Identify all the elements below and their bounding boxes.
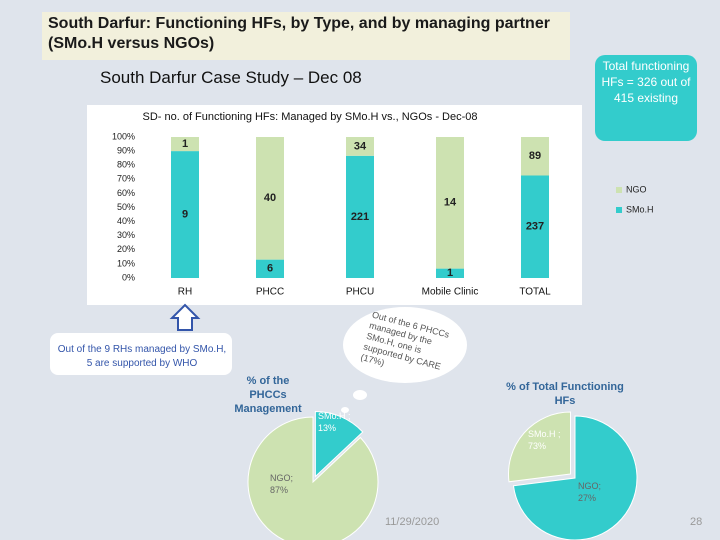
y-tick-label: 90% xyxy=(117,145,135,155)
callout-box xyxy=(595,55,697,141)
date: 11/29/2020 xyxy=(385,516,440,528)
legend-swatch xyxy=(616,187,622,193)
data-label: 40 xyxy=(264,192,276,204)
bar-segment xyxy=(521,175,549,278)
data-label: 9 xyxy=(182,208,188,220)
cloud xyxy=(343,307,467,383)
x-tick-label: RH xyxy=(178,287,192,298)
bar-segment xyxy=(436,137,464,269)
y-tick-label: 0% xyxy=(122,272,135,282)
title-box xyxy=(42,12,570,60)
y-tick-label: 60% xyxy=(117,188,135,198)
chart-area xyxy=(87,105,582,305)
legend-label: NGO xyxy=(626,184,647,194)
data-label: 221 xyxy=(351,211,369,223)
y-tick-label: 70% xyxy=(117,174,135,184)
pie-label: NGO; 27% xyxy=(578,481,602,503)
bar-segment xyxy=(346,137,374,156)
note-box xyxy=(50,333,232,375)
data-label: 237 xyxy=(526,221,544,233)
data-label: 89 xyxy=(529,150,541,162)
bar-segment xyxy=(346,155,374,278)
y-tick-label: 30% xyxy=(117,230,135,240)
x-tick-label: PHCU xyxy=(346,287,374,298)
bar-segment xyxy=(256,137,284,260)
bar-segment xyxy=(256,259,284,278)
data-label: 1 xyxy=(447,267,453,279)
pie-slice xyxy=(512,415,638,540)
cloud-dot xyxy=(341,407,349,413)
page-number: 28 xyxy=(690,516,703,528)
y-tick-label: 80% xyxy=(117,160,135,170)
y-tick-label: 20% xyxy=(117,244,135,254)
pie-label: SMo.H ; 73% xyxy=(528,429,561,451)
rh-note: Out of the 9 RHs managed by SMo.H, 5 are… xyxy=(57,344,227,369)
x-tick-label: PHCC xyxy=(256,287,284,298)
legend-label: SMo.H xyxy=(626,204,654,214)
slide-subtitle: South Darfur Case Study – Dec 08 xyxy=(100,68,362,87)
bar-segment xyxy=(436,268,464,278)
arrow xyxy=(169,303,201,331)
callout: Total functioning HFs = 326 out of 415 e… xyxy=(601,59,691,105)
bar-segment xyxy=(521,137,549,176)
data-label: 14 xyxy=(444,197,457,209)
slide-title: South Darfur: Functioning HFs, by Type, … xyxy=(48,15,550,52)
y-tick-label: 40% xyxy=(117,216,135,226)
pie-label: NGO; 87% xyxy=(270,473,294,495)
y-tick-label: 50% xyxy=(117,202,135,212)
pie-title: % of Total Functioning HFs xyxy=(506,381,624,407)
pie-slice xyxy=(314,410,364,478)
y-tick-label: 100% xyxy=(112,131,135,141)
x-tick-label: Mobile Clinic xyxy=(422,287,479,298)
pie-label: SMo.H ; 13% xyxy=(318,411,351,433)
pie-slice xyxy=(508,411,571,483)
data-label: 1 xyxy=(182,138,188,150)
cloud-dot xyxy=(353,390,367,400)
pie-slice xyxy=(247,416,379,540)
bar-segment xyxy=(171,137,199,152)
bar-segment xyxy=(171,151,199,278)
chart-title: SD- no. of Functioning HFs: Managed by S… xyxy=(142,111,477,123)
y-tick-label: 10% xyxy=(117,258,135,268)
x-tick-label: TOTAL xyxy=(519,287,551,298)
data-label: 6 xyxy=(267,263,273,275)
legend-swatch xyxy=(616,207,622,213)
data-label: 34 xyxy=(354,140,367,152)
pie-title: % of the PHCCs Management xyxy=(234,375,302,415)
